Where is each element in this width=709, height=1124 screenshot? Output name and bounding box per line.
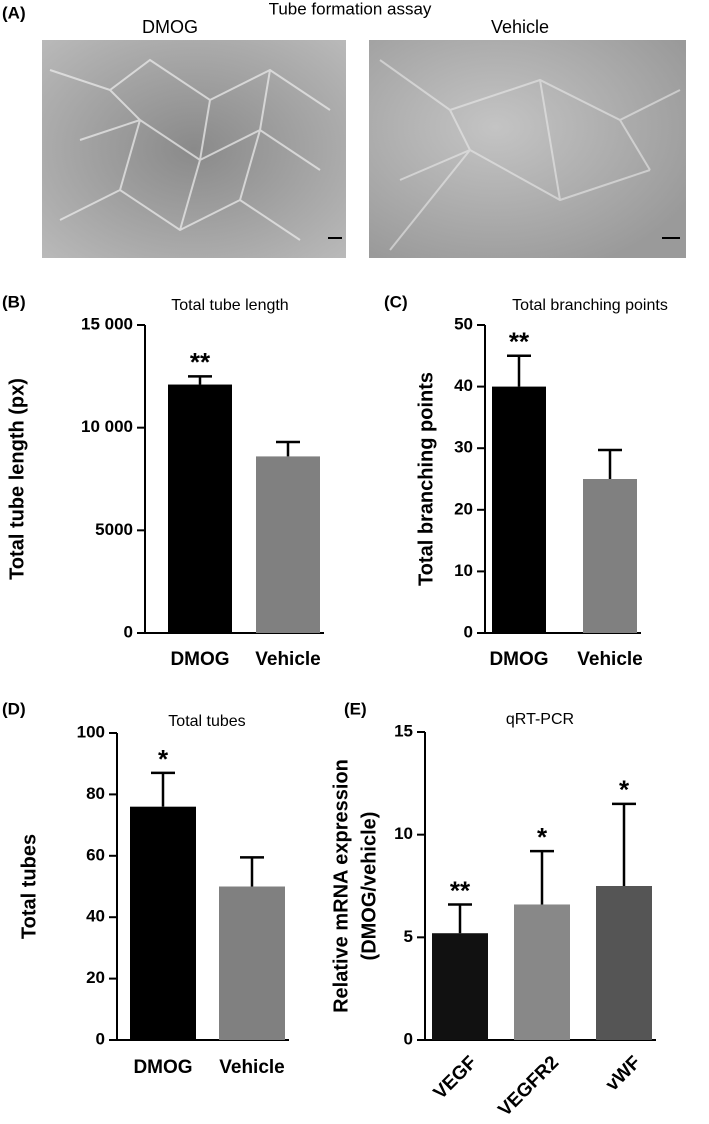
y-tick-label: 50 (454, 314, 473, 333)
y-tick-label: 0 (404, 1029, 413, 1048)
y-tick-label: 30 (454, 438, 473, 457)
y-tick-label: 20 (454, 499, 473, 518)
y-axis-label: Relative mRNA expression (330, 759, 352, 1013)
x-tick-label: Vehicle (219, 1057, 285, 1078)
panel-label: (E) (344, 699, 367, 718)
y-tick-label: 20 (86, 968, 105, 987)
significance-marker: ** (450, 875, 471, 905)
bar (514, 904, 570, 1040)
y-axis-label: Total tube length (px) (6, 378, 28, 580)
bar (256, 456, 320, 633)
y-tick-label: 10 (454, 561, 473, 580)
chart-title: Total branching points (512, 297, 668, 314)
y-tick-label: 0 (124, 622, 133, 641)
bar (219, 886, 285, 1040)
panel-label: (D) (2, 699, 26, 718)
error-bar (188, 375, 212, 385)
significance-marker: * (537, 822, 548, 852)
y-tick-label: 15 (394, 721, 413, 740)
panel-label: (C) (384, 292, 408, 311)
x-tick-label: VEGF (430, 1052, 481, 1103)
significance-marker: * (619, 775, 630, 805)
error-bar (612, 802, 636, 886)
y-tick-label: 5000 (95, 520, 133, 539)
significance-marker: ** (190, 347, 211, 377)
error-bar (151, 771, 175, 807)
y-tick-label: 60 (86, 845, 105, 864)
y-tick-label: 80 (86, 784, 105, 803)
bar (168, 384, 232, 633)
x-tick-label: VEGFR2 (494, 1052, 563, 1121)
y-axis-label: (DMOG/vehicle) (358, 812, 380, 961)
image-label: DMOG (142, 17, 198, 37)
y-tick-label: 10 000 (81, 417, 133, 436)
y-tick-label: 15 000 (81, 314, 133, 333)
error-bar (240, 856, 264, 887)
significance-marker: ** (509, 327, 530, 357)
error-bar (598, 448, 622, 479)
bar (583, 479, 637, 633)
error-bar (448, 903, 472, 934)
bar (130, 806, 196, 1040)
x-tick-label: DMOG (170, 649, 229, 670)
y-tick-label: 40 (86, 907, 105, 926)
chart-title: qRT-PCR (506, 711, 574, 728)
x-tick-label: DMOG (489, 649, 548, 670)
x-tick-label: Vehicle (577, 649, 643, 670)
error-bar (276, 440, 300, 457)
x-tick-label: Vehicle (255, 649, 321, 670)
figure-title: Tube formation assay (269, 0, 432, 18)
error-bar (507, 354, 531, 387)
error-bar (530, 849, 554, 905)
significance-marker: * (158, 744, 169, 774)
tube-network (49, 58, 681, 251)
y-tick-label: 40 (454, 376, 473, 395)
panel-label: (A) (2, 3, 26, 22)
micrograph (42, 40, 346, 258)
bar (432, 933, 488, 1040)
chart-title: Total tube length (171, 297, 288, 314)
image-label: Vehicle (491, 17, 549, 37)
y-tick-label: 100 (77, 722, 105, 741)
y-axis-label: Total tubes (18, 834, 40, 939)
panel-label: (B) (2, 292, 26, 311)
x-tick-label: vWF (602, 1052, 645, 1095)
y-tick-label: 0 (464, 622, 473, 641)
bar (596, 886, 652, 1040)
y-tick-label: 0 (96, 1029, 105, 1048)
y-axis-label: Total branching points (415, 372, 437, 586)
micrograph (369, 40, 686, 258)
bar (492, 386, 546, 633)
chart-title: Total tubes (168, 713, 245, 730)
y-tick-label: 10 (394, 824, 413, 843)
x-tick-label: DMOG (133, 1057, 192, 1078)
y-tick-label: 5 (404, 927, 413, 946)
